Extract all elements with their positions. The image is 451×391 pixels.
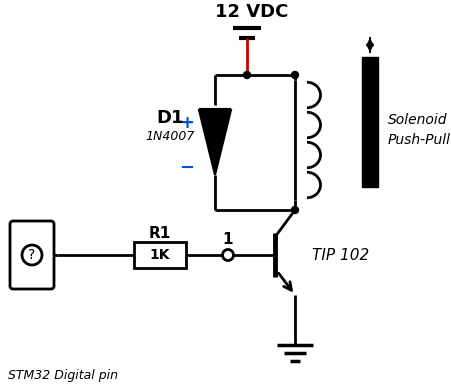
Circle shape xyxy=(243,72,250,79)
Text: ?: ? xyxy=(28,248,36,262)
Text: TIP 102: TIP 102 xyxy=(311,248,368,262)
Circle shape xyxy=(291,206,298,213)
Bar xyxy=(133,242,186,268)
Text: 12 VDC: 12 VDC xyxy=(215,3,288,21)
Text: 1K: 1K xyxy=(149,248,170,262)
Text: Solenoid
Push-Pull: Solenoid Push-Pull xyxy=(387,113,450,147)
Text: R1: R1 xyxy=(148,226,171,240)
Text: +: + xyxy=(179,114,194,132)
Text: D1: D1 xyxy=(156,109,184,127)
Text: 1: 1 xyxy=(222,231,233,246)
Polygon shape xyxy=(198,110,230,175)
Bar xyxy=(361,57,377,187)
Text: STM32 Digital pin: STM32 Digital pin xyxy=(8,368,118,382)
Text: 1N4007: 1N4007 xyxy=(145,129,194,142)
FancyBboxPatch shape xyxy=(10,221,54,289)
Circle shape xyxy=(291,72,298,79)
Text: −: − xyxy=(179,159,194,177)
Circle shape xyxy=(222,249,233,260)
